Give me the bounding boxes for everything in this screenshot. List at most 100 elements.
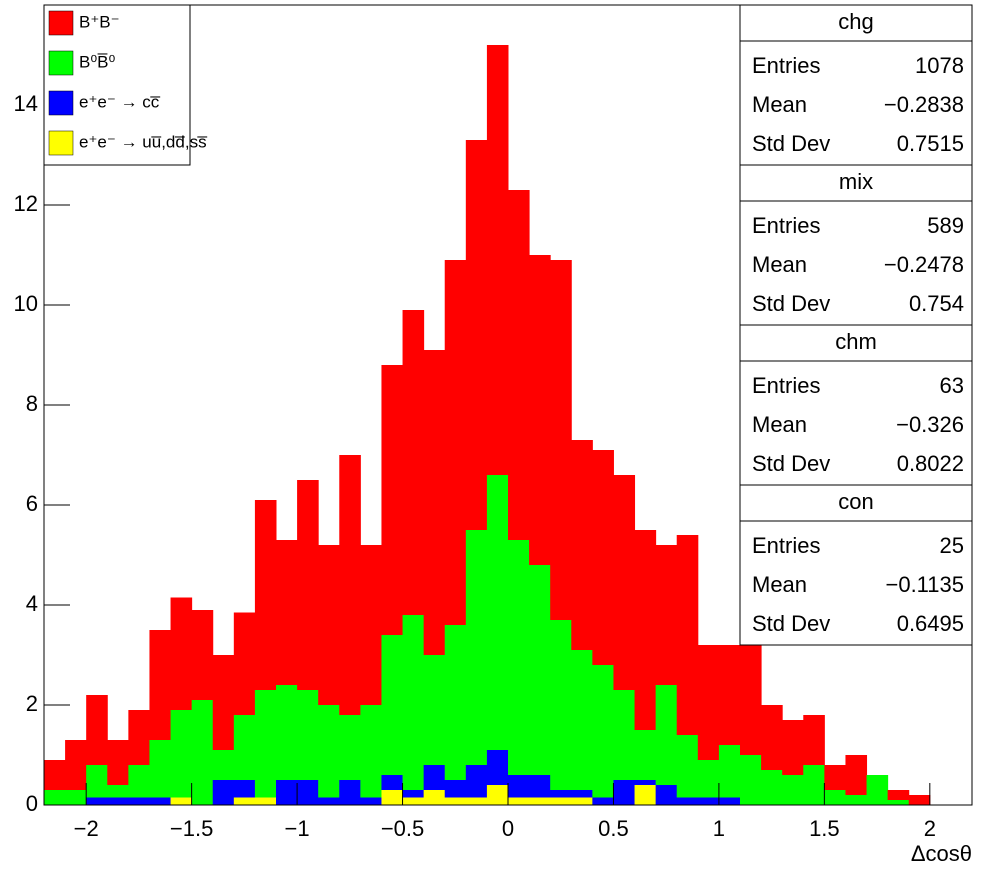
- histogram-bar: [486, 475, 509, 750]
- legend: B⁺B⁻ B⁰B̅⁰ e⁺e⁻ → cc̅ e⁺e⁻ → uu̅,dd̅,ss̅: [43, 4, 207, 166]
- histogram-bar: [423, 655, 446, 765]
- histogram-bar: [191, 700, 214, 805]
- histogram-bar: [318, 545, 340, 705]
- x-tick-label: −2: [74, 816, 99, 841]
- histogram-bar: [529, 797, 551, 805]
- histogram-bar: [254, 797, 277, 805]
- histogram-bar: [761, 705, 783, 770]
- histogram-bar: [233, 797, 256, 805]
- x-tick-label: −0.5: [381, 816, 424, 841]
- stats-value: 0.8022: [897, 451, 964, 476]
- histogram-bar: [550, 620, 572, 790]
- histogram-bar: [508, 190, 530, 540]
- histogram-bar: [676, 735, 699, 798]
- stats-frame: [739, 4, 973, 166]
- histogram-bar: [655, 545, 678, 685]
- stats-value: −0.2838: [884, 92, 964, 117]
- stats-label: Mean: [752, 412, 807, 437]
- histogram-bar: [465, 797, 488, 805]
- histogram-bar: [444, 797, 467, 805]
- stats-value: 0.754: [909, 291, 964, 316]
- histogram-bar: [486, 785, 509, 805]
- stats-label: Entries: [752, 373, 820, 398]
- histogram-bar: [592, 665, 614, 798]
- histogram-bar: [529, 565, 551, 775]
- histogram-bar: [297, 690, 319, 780]
- x-tick-label: 1: [713, 816, 725, 841]
- histogram-bar: [276, 685, 298, 780]
- histogram-bar: [170, 710, 193, 798]
- y-tick-label: 2: [26, 691, 38, 716]
- y-tick-label: 0: [26, 791, 38, 816]
- histogram-bar: [529, 775, 551, 798]
- histogram-bar: [550, 790, 572, 798]
- x-tick-label: −1: [285, 816, 310, 841]
- histogram-bar: [233, 780, 256, 798]
- histogram-bar: [655, 685, 678, 785]
- histogram-bar: [128, 710, 150, 765]
- histogram-bar: [170, 597, 193, 710]
- histogram-bar: [634, 530, 657, 730]
- legend-swatch: [48, 130, 74, 156]
- histogram-bar: [571, 797, 593, 805]
- x-tick-label: 0: [502, 816, 514, 841]
- histogram-bar: [655, 785, 678, 805]
- histogram-bar: [803, 715, 825, 765]
- legend-label: B⁺B⁻: [79, 12, 120, 31]
- histogram-bar: [212, 780, 235, 805]
- histogram-bar: [740, 640, 762, 755]
- histogram-bar: [740, 755, 762, 805]
- histogram-bar: [550, 260, 572, 620]
- histogram-bar: [697, 797, 720, 805]
- histogram-bar: [845, 755, 868, 795]
- histogram-bar: [128, 765, 150, 798]
- histogram-bar: [908, 795, 931, 805]
- stats-label: Entries: [752, 533, 820, 558]
- stats-box: chm Entries 63 Mean −0.326 Std Dev 0.8022: [739, 324, 973, 486]
- histogram-bar: [360, 797, 382, 805]
- histogram-bar: [423, 350, 446, 655]
- histogram-bar: [149, 740, 172, 798]
- histogram-bar: [571, 790, 593, 798]
- stats-label: Std Dev: [752, 611, 830, 636]
- histogram-bar: [170, 797, 193, 805]
- stats-value: 0.7515: [897, 131, 964, 156]
- histogram-bar: [824, 765, 846, 790]
- histogram-bar: [149, 630, 172, 740]
- stats-box: con Entries 25 Mean −0.1135 Std Dev 0.6495: [739, 484, 973, 646]
- stats-frame: [739, 324, 973, 486]
- legend-label: e⁺e⁻ → cc̅: [79, 92, 160, 111]
- x-tick-label: 1.5: [809, 816, 840, 841]
- histogram-bar: [107, 785, 129, 798]
- histogram-bar: [718, 797, 741, 805]
- histogram-bar: [297, 780, 319, 805]
- x-tick-label: 0.5: [598, 816, 629, 841]
- histogram-bar: [486, 750, 509, 785]
- histogram-bar: [128, 797, 150, 805]
- histogram-bar: [233, 715, 256, 780]
- histogram-bar: [254, 690, 277, 798]
- x-axis-label: Δcosθ: [911, 841, 972, 866]
- stats-label: Std Dev: [752, 451, 830, 476]
- histogram-bar: [613, 780, 636, 805]
- stats-label: Mean: [752, 252, 807, 277]
- histogram-bar: [276, 540, 298, 685]
- y-tick-label: 6: [26, 491, 38, 516]
- histogram-bar: [845, 795, 868, 805]
- histogram-bar: [339, 455, 361, 715]
- histogram-bar: [212, 655, 235, 750]
- histogram-bar: [402, 615, 425, 790]
- histogram-bar: [718, 645, 741, 745]
- histogram-bar: [44, 760, 66, 790]
- histogram-bar: [318, 705, 340, 798]
- histogram-bar: [107, 797, 129, 805]
- stats-label: Std Dev: [752, 291, 830, 316]
- histogram-bar: [613, 690, 636, 780]
- histogram-bar: [444, 780, 467, 798]
- stats-frame: [739, 164, 973, 326]
- stats-frame: [739, 484, 973, 646]
- x-tick-label: 2: [924, 816, 936, 841]
- histogram-bar: [423, 790, 446, 805]
- stats-title: chg: [838, 9, 873, 34]
